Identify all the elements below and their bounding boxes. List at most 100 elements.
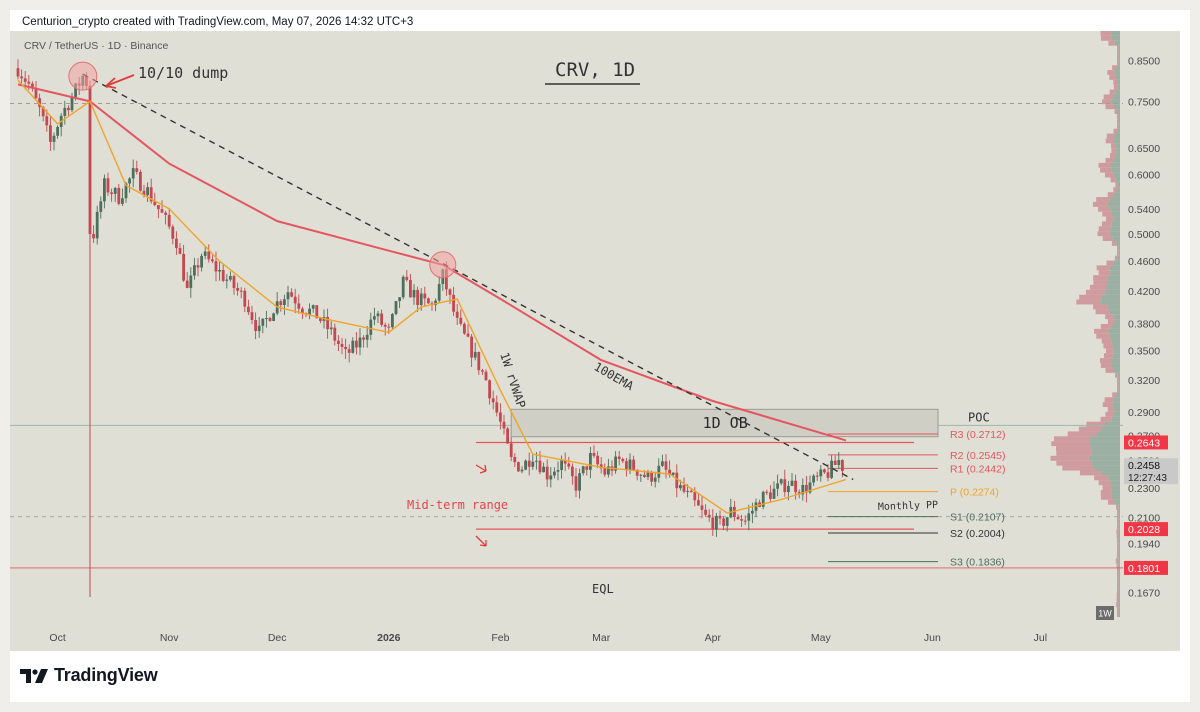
- profile-bar-sell: [1092, 201, 1108, 207]
- candle-body: [52, 135, 56, 142]
- candle-body: [135, 168, 139, 172]
- profile-bar-buy: [1118, 573, 1120, 578]
- candle-body: [218, 269, 221, 272]
- annotation-eql: EQL: [592, 582, 614, 596]
- profile-bar-sell: [1107, 499, 1115, 505]
- profile-bar-buy: [1107, 304, 1120, 310]
- y-tick-label: 0.3500: [1128, 346, 1160, 358]
- candle-body: [808, 482, 812, 493]
- candle-body: [434, 300, 437, 306]
- candle-body: [542, 466, 545, 473]
- profile-bar-sell: [1105, 411, 1114, 417]
- interval-badge-label: 1W: [1098, 609, 1112, 619]
- profile-bar-buy: [1107, 275, 1120, 281]
- candle-body: [261, 318, 265, 326]
- x-tick-label: Jul: [1034, 632, 1047, 644]
- candle-body: [207, 251, 211, 260]
- profile-bar-sell: [1105, 157, 1114, 163]
- profile-bar-buy: [1117, 372, 1120, 378]
- candle-body: [41, 107, 45, 117]
- price-axis-background: [1123, 31, 1180, 651]
- candle-body: [113, 187, 117, 194]
- candle-body: [743, 520, 747, 522]
- candle-body: [686, 490, 689, 492]
- candle-body: [614, 456, 617, 471]
- x-tick-label: Jun: [924, 632, 941, 644]
- profile-bar-sell: [1100, 490, 1112, 495]
- candle-body: [229, 276, 232, 280]
- profile-bar-buy: [1111, 494, 1120, 500]
- candle-body: [110, 192, 113, 194]
- candle-body: [412, 289, 416, 298]
- profile-bar-sell: [1117, 250, 1119, 256]
- profile-bar-sell: [1111, 148, 1117, 154]
- red-price-text: 0.1801: [1128, 563, 1160, 575]
- profile-bar-buy: [1118, 553, 1120, 559]
- annotation-monthly-pp: Monthly PP: [878, 500, 939, 513]
- candle-body: [502, 421, 506, 429]
- arrow-range-bottom: [475, 535, 487, 547]
- candle-body: [563, 460, 567, 464]
- profile-bar-sell: [1111, 240, 1117, 246]
- profile-bar-sell: [1093, 328, 1109, 334]
- candle-body: [711, 517, 715, 530]
- highlight-circle-ema: [429, 251, 457, 279]
- pivot-label: S1 (0.2107): [950, 512, 1005, 524]
- time-axis[interactable]: Oct Nov Dec 2026 Feb Mar Apr May Jun Jul: [49, 632, 1047, 644]
- current-price-text: 0.2458: [1128, 460, 1160, 472]
- candle-body: [247, 306, 250, 313]
- profile-bar-buy: [1088, 455, 1120, 461]
- candle-body: [736, 517, 740, 520]
- profile-bar-sell: [1117, 612, 1119, 617]
- candle-body: [556, 470, 560, 472]
- candle-body: [437, 284, 441, 301]
- profile-bar-buy: [1118, 543, 1120, 549]
- profile-bar-sell: [1076, 299, 1101, 305]
- chart-area[interactable]: 1D OB R3 (0.2712) R2 (0.2545) R1 (0.2442) P…: [10, 31, 1180, 651]
- profile-bar-sell: [1117, 568, 1119, 574]
- annotation-10-10-dump: 10/10 dump: [138, 64, 228, 82]
- tradingview-logo-icon: [20, 668, 48, 683]
- profile-bar-buy: [1115, 89, 1120, 95]
- candle-body: [308, 308, 311, 315]
- candle-body: [355, 340, 358, 348]
- bar-countdown: 12:27:43: [1128, 473, 1167, 484]
- pivot-label: S2 (0.2004): [950, 528, 1005, 540]
- candle-body: [650, 472, 653, 482]
- candle-body: [124, 183, 128, 199]
- candle-body: [509, 443, 513, 457]
- profile-bar-buy: [1111, 221, 1120, 227]
- candle-body: [473, 351, 477, 358]
- candle-body: [250, 312, 254, 321]
- profile-bar-sell: [1117, 245, 1119, 251]
- y-tick-label: 0.7500: [1128, 96, 1160, 108]
- candle-body: [149, 187, 153, 202]
- y-tick-label: 0.3200: [1128, 375, 1160, 387]
- candle-body: [67, 107, 70, 111]
- profile-bar-sell: [1100, 35, 1112, 41]
- candle-body: [733, 506, 736, 518]
- candle-body: [632, 459, 635, 470]
- candle-body: [722, 518, 725, 526]
- poc-label: POC: [968, 410, 990, 424]
- profile-bar-sell: [1079, 294, 1102, 300]
- profile-bar-sell: [1100, 167, 1112, 173]
- profile-bar-sell: [1096, 197, 1110, 202]
- profile-bar-sell: [1115, 558, 1119, 564]
- profile-bar-sell: [1117, 577, 1119, 583]
- profile-bar-buy: [1118, 519, 1120, 525]
- price-chart[interactable]: 1D OB R3 (0.2712) R2 (0.2545)R1 (0.2442) P…: [10, 31, 1180, 651]
- candle-body: [455, 311, 459, 318]
- interval-badge[interactable]: [1096, 606, 1114, 620]
- candle-body: [751, 510, 754, 514]
- profile-bar-sell: [1117, 45, 1119, 51]
- profile-bar-buy: [1113, 157, 1120, 163]
- tradingview-logo[interactable]: TradingView: [20, 665, 158, 686]
- candle-body: [394, 301, 398, 315]
- candle-body: [203, 251, 207, 256]
- candle-body: [661, 461, 664, 466]
- profile-bar-buy: [1101, 294, 1120, 300]
- profile-bar-buy: [1118, 568, 1120, 574]
- candle-body: [499, 412, 502, 422]
- candle-body: [794, 480, 797, 493]
